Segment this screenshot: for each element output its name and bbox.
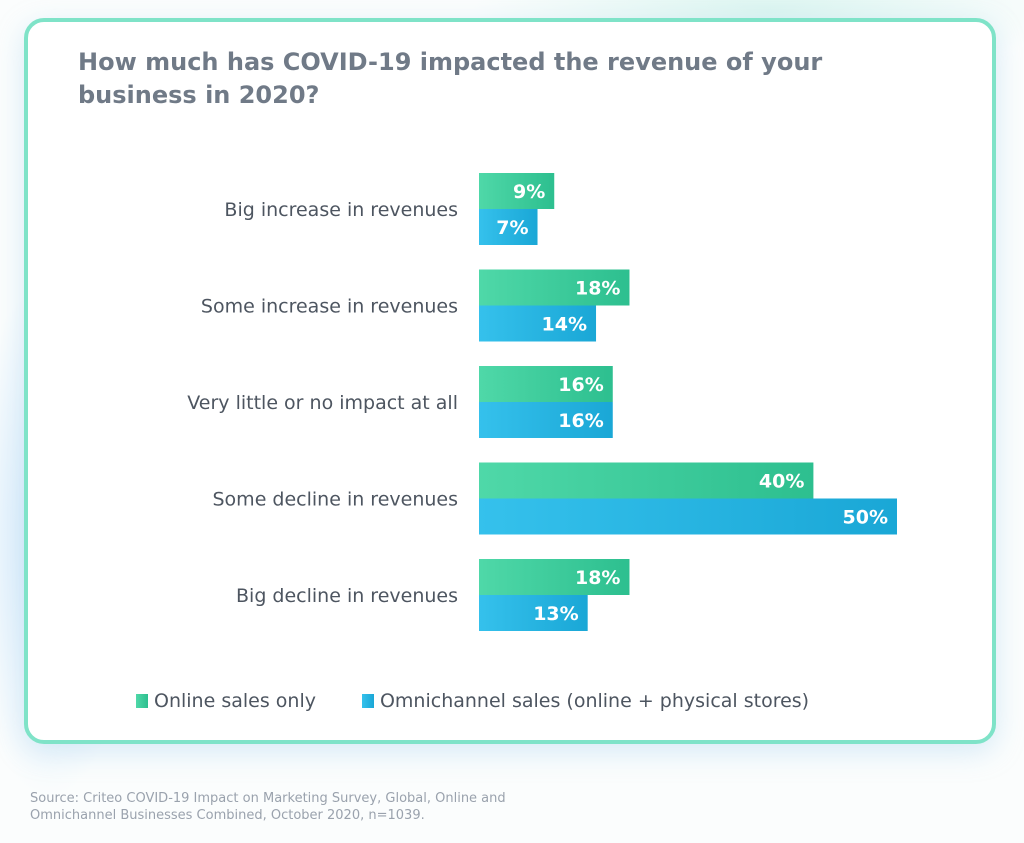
bar-online-big-decline-in-revenues	[479, 559, 630, 595]
legend: Online sales only Omnichannel sales (onl…	[136, 690, 855, 712]
value-label-omnichannel-big-decline-in-revenues: 13%	[533, 603, 578, 625]
legend-label-online: Online sales only	[154, 690, 316, 712]
bar-online-some-decline-in-revenues	[479, 462, 814, 499]
legend-label-omnichannel: Omnichannel sales (online + physical sto…	[379, 690, 810, 712]
value-label-online-some-increase-in-revenues: 18%	[575, 278, 620, 300]
bar-omnichannel-some-decline-in-revenues	[479, 498, 897, 535]
legend-swatch-omnichannel	[361, 694, 374, 708]
value-label-online-very-little-or-no-impact-at-all: 16%	[558, 374, 603, 396]
category-label-big-increase-in-revenues: Big increase in revenues	[224, 199, 458, 221]
source-note: Source: Criteo COVID-19 Impact on Market…	[30, 790, 650, 824]
category-label-very-little-or-no-impact-at-all: Very little or no impact at all	[187, 392, 458, 414]
bar-omnichannel-some-increase-in-revenues	[479, 305, 597, 342]
legend-swatch-online	[136, 694, 148, 708]
value-label-omnichannel-some-decline-in-revenues: 50%	[843, 507, 888, 529]
bars: 9% 7% 18% 14% 16% 16% 40% 50% 18% 13%	[479, 173, 897, 631]
legend-item-omnichannel: Omnichannel sales (online + physical sto…	[361, 690, 810, 712]
category-label-some-increase-in-revenues: Some increase in revenues	[201, 296, 458, 318]
value-label-omnichannel-very-little-or-no-impact-at-all: 16%	[558, 410, 603, 432]
category-labels: Big increase in revenues Some increase in…	[187, 199, 458, 607]
bar-omnichannel-big-increase-in-revenues	[479, 209, 538, 245]
value-label-online-big-decline-in-revenues: 18%	[575, 567, 620, 589]
bar-online-very-little-or-no-impact-at-all	[479, 366, 613, 402]
value-label-omnichannel-some-increase-in-revenues: 14%	[542, 314, 587, 336]
source-line-1: Source: Criteo COVID-19 Impact on Market…	[30, 791, 506, 806]
value-label-online-big-increase-in-revenues: 9%	[513, 181, 545, 203]
bar-online-some-increase-in-revenues	[479, 269, 630, 306]
legend-item-online: Online sales only	[136, 690, 316, 712]
chart-title: How much has COVID-19 impacted the reven…	[78, 48, 823, 109]
bar-omnichannel-big-decline-in-revenues	[479, 595, 588, 631]
source-line-2: Omnichannel Businesses Combined, October…	[30, 808, 425, 823]
category-label-big-decline-in-revenues: Big decline in revenues	[236, 585, 458, 607]
value-label-omnichannel-big-increase-in-revenues: 7%	[496, 217, 528, 239]
bar-omnichannel-very-little-or-no-impact-at-all	[479, 402, 613, 438]
value-label-online-some-decline-in-revenues: 40%	[759, 471, 804, 493]
category-label-some-decline-in-revenues: Some decline in revenues	[213, 489, 459, 511]
bar-online-big-increase-in-revenues	[479, 173, 555, 209]
